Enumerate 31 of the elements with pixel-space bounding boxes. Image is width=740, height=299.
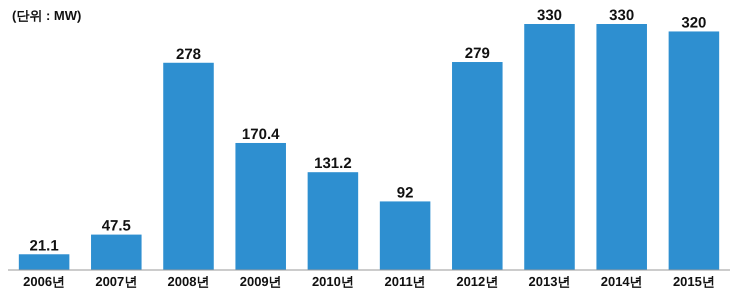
bar [18, 254, 70, 270]
data-label: 278 [176, 46, 202, 63]
bar [668, 31, 720, 270]
x-tick-label: 2009년 [240, 274, 282, 290]
data-label: 279 [464, 45, 490, 62]
x-tick-label: 2010년 [312, 274, 354, 290]
x-tick-label: 2007년 [95, 274, 138, 290]
bar [596, 24, 647, 270]
x-tick-label: 2014년 [600, 274, 643, 290]
x-tick-label: 2006년 [23, 274, 66, 290]
bar [91, 234, 142, 270]
bar [308, 172, 358, 270]
bar [163, 62, 214, 270]
data-label: 330 [609, 7, 634, 24]
x-tick-label: 2013년 [528, 274, 570, 290]
data-label: 131.2 [314, 155, 352, 172]
data-label: 92 [396, 184, 414, 202]
x-tick-label: 2012년 [456, 274, 498, 290]
x-tick-label: 2011년 [384, 274, 426, 290]
data-label: 330 [536, 7, 562, 24]
x-tick-label: 2015년 [672, 274, 715, 290]
bar [235, 142, 286, 270]
data-label: 320 [681, 14, 706, 32]
bar [380, 201, 430, 270]
data-label: 21.1 [30, 237, 59, 254]
data-label: 47.5 [102, 218, 131, 235]
data-label: 170.4 [242, 126, 280, 143]
bar [452, 62, 503, 270]
x-tick-label: 2008년 [168, 274, 210, 290]
bar [524, 24, 575, 270]
text: (단위 : MW) [12, 8, 82, 23]
